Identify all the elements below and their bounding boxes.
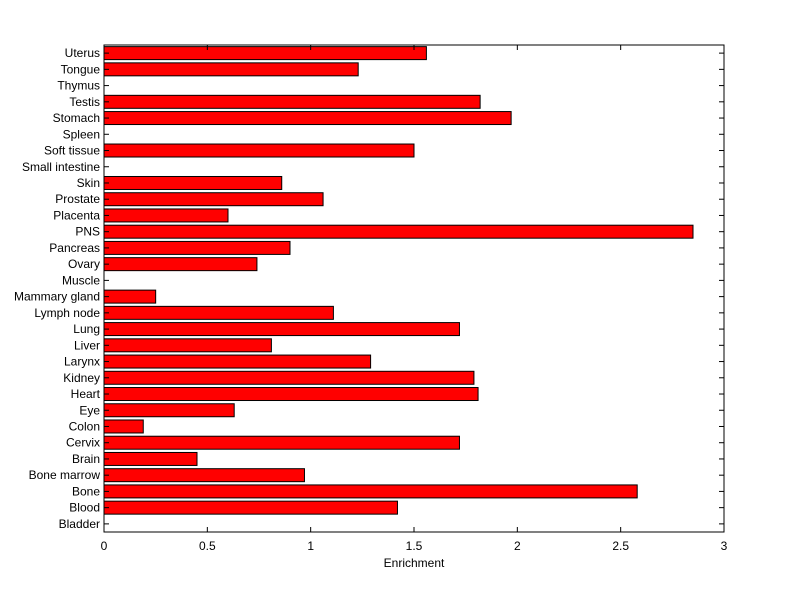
bar xyxy=(103,46,427,61)
bar xyxy=(103,387,479,402)
bar xyxy=(103,240,291,255)
y-tick-label: Cervix xyxy=(66,436,100,450)
bar xyxy=(103,224,694,239)
bars-group xyxy=(103,46,694,515)
bar xyxy=(103,500,398,515)
y-tick-label: Stomach xyxy=(53,111,100,125)
y-tick-label: Ovary xyxy=(68,257,100,271)
bar xyxy=(103,322,460,337)
bar xyxy=(103,192,324,207)
y-tick-label: Tongue xyxy=(61,62,101,76)
y-tick-label: Soft tissue xyxy=(44,144,100,158)
y-tick-label: Colon xyxy=(69,419,100,433)
y-tick-label: Pancreas xyxy=(49,241,100,255)
bar xyxy=(103,484,638,499)
x-tick-label: 0.5 xyxy=(199,539,216,553)
x-axis-label: Enrichment xyxy=(384,556,445,570)
y-tick-label: Small intestine xyxy=(22,160,100,174)
x-tick-label: 1.5 xyxy=(406,539,423,553)
y-tick-label: Bone xyxy=(72,484,100,498)
y-tick-label: Eye xyxy=(79,403,100,417)
bar xyxy=(103,289,157,304)
y-tick-label: Bladder xyxy=(59,517,100,531)
y-tick-label: Lung xyxy=(73,322,100,336)
y-tick-label: Bone marrow xyxy=(29,468,101,482)
y-tick-label: Muscle xyxy=(62,273,100,287)
bar xyxy=(103,468,305,483)
bar xyxy=(103,370,475,385)
x-tick-label: 2 xyxy=(514,539,521,553)
x-tick-label: 3 xyxy=(721,539,728,553)
x-tick-label: 2.5 xyxy=(612,539,629,553)
y-tick-label: Blood xyxy=(69,501,100,515)
bar xyxy=(103,403,235,418)
y-tick-label: Prostate xyxy=(55,192,100,206)
y-tick-label: Spleen xyxy=(63,127,100,141)
y-tick-label: Kidney xyxy=(63,371,100,385)
bar xyxy=(103,451,198,466)
y-tick-label: Uterus xyxy=(65,46,100,60)
y-tick-label: Lymph node xyxy=(34,306,100,320)
bar xyxy=(103,62,359,77)
bar xyxy=(103,419,144,434)
y-tick-label: Thymus xyxy=(57,79,100,93)
bar xyxy=(103,338,272,353)
bar xyxy=(103,305,334,320)
bar xyxy=(103,175,283,190)
bar xyxy=(103,94,481,109)
axes-box xyxy=(103,44,725,533)
bar xyxy=(103,435,460,450)
bar xyxy=(103,208,229,223)
bar xyxy=(103,257,258,272)
labels-group: Bladder Blood Bone Bone marrow Brain Cervix Co… xyxy=(14,46,728,553)
y-tick-label: Brain xyxy=(72,452,100,466)
y-tick-label: PNS xyxy=(75,225,100,239)
y-tick-label: Skin xyxy=(77,176,100,190)
y-tick-label: Heart xyxy=(71,387,101,401)
y-tick-label: Liver xyxy=(74,338,100,352)
y-tick-label: Placenta xyxy=(53,208,100,222)
bar xyxy=(103,354,372,369)
y-tick-label: Testis xyxy=(69,95,100,109)
bar xyxy=(103,111,512,126)
x-tick-label: 0 xyxy=(101,539,108,553)
y-tick-label: Mammary gland xyxy=(14,290,100,304)
x-tick-label: 1 xyxy=(307,539,314,553)
y-tick-label: Larynx xyxy=(64,355,100,369)
bar xyxy=(103,143,415,158)
